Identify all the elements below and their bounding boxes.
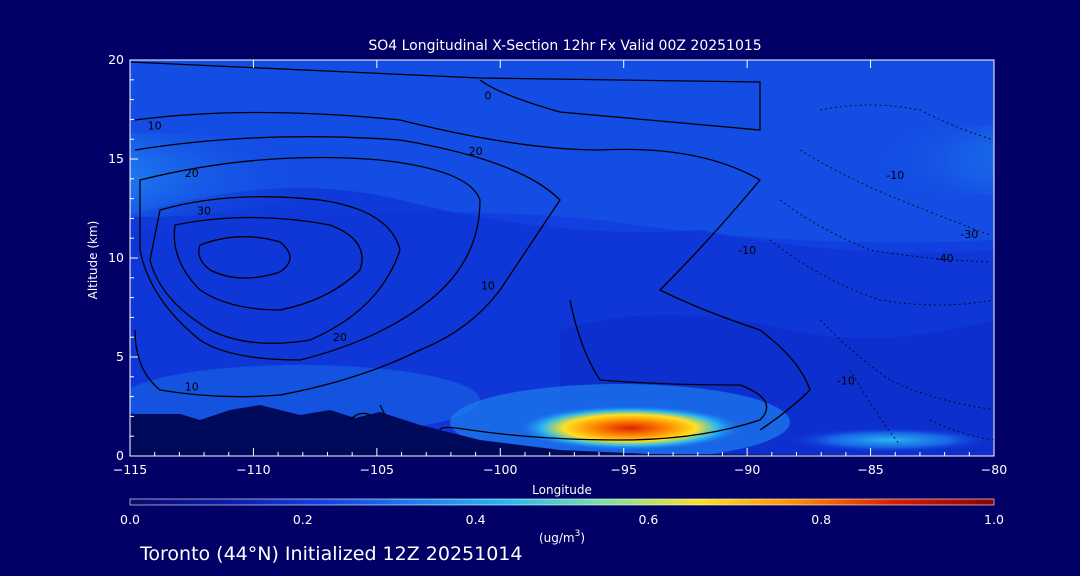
concentration-field <box>130 60 994 456</box>
y-tick-label: 5 <box>116 349 124 364</box>
contour-label: 10 <box>148 119 162 132</box>
contour-neg-50 <box>849 369 994 446</box>
contour-50 <box>198 236 291 279</box>
contour-label: -10 <box>886 169 904 182</box>
x-tick-label: −95 <box>611 462 637 477</box>
contour-lines-negative <box>769 104 994 446</box>
contour-40 <box>173 216 363 311</box>
colorbar-tick-label: 0.6 <box>638 512 658 527</box>
colorbar-tick-label: 0.4 <box>466 512 486 527</box>
colorbar-unit-sup: 3 <box>575 529 581 539</box>
contour-neg-30 <box>769 239 994 306</box>
contour-outer-positive <box>134 111 811 431</box>
field-upper-layer-west <box>130 133 335 217</box>
colorbar-tick-label: 0.2 <box>293 512 313 527</box>
x-tick-label: −115 <box>113 462 147 477</box>
colorbar-tick-label: 0.8 <box>811 512 831 527</box>
footer-caption: Toronto (44°N) Initialized 12Z 20251014 <box>140 543 523 565</box>
contour-label: -30 <box>960 228 978 241</box>
contour-label: 20 <box>469 145 483 158</box>
contour-label: 0 <box>484 90 491 103</box>
y-tick-label: 10 <box>108 250 124 265</box>
colorbar-unit-label: (ug/m3) <box>539 529 585 545</box>
contour-label: 10 <box>185 381 199 394</box>
contour-neg-20 <box>779 199 991 263</box>
y-tick-label: 15 <box>108 151 124 166</box>
contour-neg-upper <box>819 104 994 141</box>
contour-neg-10 <box>799 149 991 236</box>
y-axis: 0 5 10 15 20 <box>108 52 138 463</box>
field-plume-core <box>520 406 740 450</box>
colorbar-unit-main: (ug/m <box>539 531 575 545</box>
contour-20 <box>139 156 481 361</box>
contour-neg-40 <box>819 319 994 411</box>
x-axis-label: Longitude <box>532 483 592 497</box>
contour-label: 20 <box>185 167 199 180</box>
colorbar <box>129 498 995 506</box>
x-tick-label: −80 <box>981 462 1007 477</box>
contour-0-upper <box>130 61 761 131</box>
y-axis-label: Altitude (km) <box>86 221 100 300</box>
terrain <box>130 405 994 456</box>
contour-lines <box>130 61 811 441</box>
x-tick-label: −85 <box>857 462 883 477</box>
contour-label: -10 <box>738 244 756 257</box>
y-tick-label: 20 <box>108 52 124 67</box>
chart-title: SO4 Longitudinal X-Section 12hr Fx Valid… <box>368 38 761 54</box>
x-tick-label: −110 <box>236 462 270 477</box>
contour-terrain-edge <box>349 404 386 421</box>
contour-surface-plume <box>439 299 768 441</box>
colorbar-tick-label: 0.0 <box>120 512 140 527</box>
field-east-surface <box>790 428 990 452</box>
colorbar-unit-end: ) <box>580 531 585 545</box>
contour-label: -10 <box>837 375 855 388</box>
contour-label: -40 <box>936 252 954 265</box>
x-tick-label: −105 <box>360 462 394 477</box>
field-upper-layer-east <box>844 125 994 195</box>
contour-label: 10 <box>481 280 495 293</box>
contour-label: 20 <box>333 331 347 344</box>
x-tick-label: −100 <box>483 462 517 477</box>
contour-10 <box>134 136 561 398</box>
contour-labels: 0 10 20 30 20 10 20 10 -10 -30 -40 -10 -10 <box>148 90 979 394</box>
y-tick-label: 0 <box>116 448 124 463</box>
x-axis: −115 −110 −105 −100 −95 −90 −85 −80 <box>113 60 1007 477</box>
contour-label: 30 <box>197 204 211 217</box>
contour-30 <box>149 196 401 344</box>
colorbar-tick-label: 1.0 <box>984 512 1004 527</box>
x-tick-label: −90 <box>734 462 760 477</box>
colorbar-ticks: 0.0 0.2 0.4 0.6 0.8 1.0 <box>120 512 1004 527</box>
